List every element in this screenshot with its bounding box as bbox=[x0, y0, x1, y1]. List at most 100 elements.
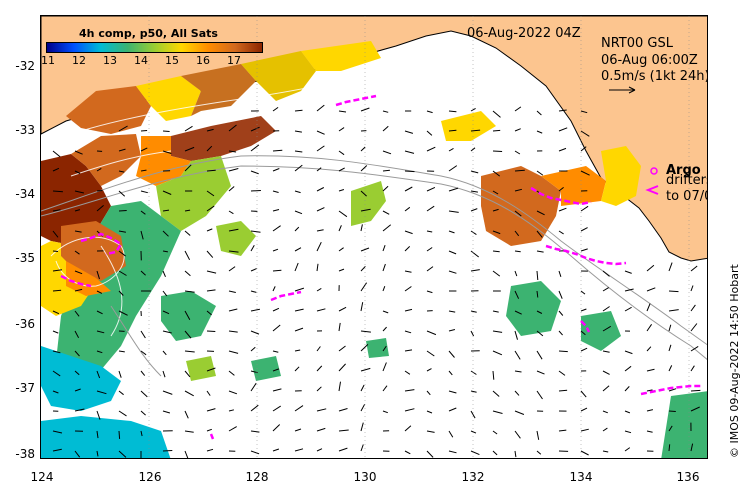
current-vector-arrow bbox=[580, 227, 588, 232]
current-vector-arrow bbox=[338, 306, 347, 312]
current-vector-arrow bbox=[404, 230, 413, 235]
drifter-track bbox=[640, 384, 701, 396]
current-vector-arrow bbox=[426, 130, 433, 136]
drifter-track bbox=[530, 186, 592, 206]
current-vector-arrow bbox=[426, 410, 433, 414]
current-vector-arrow bbox=[74, 209, 81, 212]
current-vector-arrow bbox=[360, 282, 368, 292]
current-vector-arrow bbox=[646, 303, 651, 312]
current-vector-arrow bbox=[316, 207, 325, 212]
current-vector-arrow bbox=[514, 270, 518, 277]
current-vector-arrow bbox=[228, 168, 239, 172]
current-vector-arrow bbox=[580, 330, 586, 336]
current-vector-arrow bbox=[162, 370, 166, 378]
current-vector-arrow bbox=[492, 170, 501, 177]
current-vector-arrow bbox=[690, 406, 700, 412]
current-vector-arrow bbox=[382, 245, 386, 252]
map-panel[interactable]: 4h comp, p50, All Sats 11 12 13 14 15 16… bbox=[40, 15, 708, 459]
current-vector-arrow bbox=[668, 262, 673, 272]
current-vector-arrow bbox=[382, 263, 386, 272]
current-vector-arrow bbox=[338, 210, 348, 218]
y-tick-label: -36 bbox=[15, 317, 35, 331]
drifter-track bbox=[580, 320, 591, 333]
current-vector-arrow bbox=[426, 430, 435, 433]
current-vector-arrow bbox=[250, 450, 260, 455]
current-vector-arrow bbox=[140, 410, 146, 416]
current-vector-arrow bbox=[448, 390, 457, 394]
x-tick-label: 134 bbox=[569, 470, 593, 484]
map-datetime: 06-Aug-2022 04Z bbox=[467, 26, 581, 41]
current-vector-arrow bbox=[52, 269, 63, 272]
current-vector-arrow bbox=[118, 170, 125, 173]
current-vector-arrow bbox=[228, 308, 238, 312]
current-vector-arrow bbox=[118, 270, 127, 276]
drifter-track bbox=[270, 290, 302, 302]
current-vector-arrow bbox=[514, 128, 521, 132]
current-vector-arrow bbox=[74, 230, 82, 233]
current-vector-arrow bbox=[426, 350, 435, 357]
current-vector-arrow bbox=[492, 330, 503, 333]
current-vector-arrow bbox=[382, 326, 387, 332]
current-vector-arrow bbox=[492, 110, 501, 118]
current-vector-arrow bbox=[140, 330, 146, 339]
current-vector-arrow bbox=[184, 164, 192, 172]
current-vector-arrow bbox=[448, 370, 453, 376]
current-vector-arrow bbox=[96, 310, 103, 315]
current-vector-arrow bbox=[272, 368, 280, 372]
current-vector-arrow bbox=[602, 287, 609, 292]
current-vector-arrow bbox=[668, 410, 676, 412]
current-vector-arrow bbox=[426, 110, 433, 114]
current-vector-arrow bbox=[558, 187, 564, 192]
current-vector-arrow bbox=[360, 146, 366, 152]
current-vector-arrow bbox=[162, 250, 168, 253]
current-vector-arrow bbox=[316, 130, 325, 135]
current-vector-arrow bbox=[580, 407, 588, 412]
current-vector-arrow bbox=[316, 187, 325, 192]
current-vector-arrow bbox=[118, 370, 122, 378]
current-vector-arrow bbox=[272, 248, 279, 252]
current-vector-arrow bbox=[162, 130, 170, 132]
current-vector-arrow bbox=[162, 410, 171, 414]
current-vector-arrow bbox=[624, 430, 632, 434]
current-vector-arrow bbox=[162, 290, 168, 297]
current-vector-arrow bbox=[492, 410, 503, 414]
current-vector-arrow bbox=[448, 329, 456, 332]
current-vector-arrow bbox=[338, 345, 346, 352]
x-tick-label: 130 bbox=[353, 470, 377, 484]
current-vector-arrow bbox=[470, 370, 477, 375]
current-vector-arrow bbox=[580, 290, 586, 295]
current-vector-arrow bbox=[602, 270, 610, 277]
current-vector-arrow bbox=[184, 310, 191, 320]
current-vector-arrow bbox=[96, 430, 99, 439]
current-vector-arrow bbox=[272, 388, 282, 392]
argo-label: Argo bbox=[666, 163, 701, 178]
current-vector-arrow bbox=[448, 230, 455, 234]
current-vector-arrow bbox=[470, 230, 477, 236]
current-vector-arrow bbox=[382, 169, 390, 172]
current-vector-arrow bbox=[668, 388, 677, 392]
current-vector-arrow bbox=[338, 429, 349, 432]
current-vector-arrow bbox=[690, 389, 701, 392]
current-vector-arrow bbox=[426, 330, 437, 336]
current-vector-arrow bbox=[448, 407, 457, 412]
current-vector-arrow bbox=[558, 330, 563, 336]
current-vector-arrow bbox=[206, 310, 212, 316]
current-vector-arrow bbox=[184, 270, 191, 277]
current-vector-arrow bbox=[470, 430, 477, 434]
current-vector-arrow bbox=[382, 210, 390, 215]
current-vector-arrow bbox=[360, 367, 371, 372]
current-vector-arrow bbox=[206, 408, 216, 412]
current-vector-arrow bbox=[624, 306, 632, 312]
current-vector-arrow bbox=[206, 228, 213, 232]
current-vector-arrow bbox=[52, 330, 59, 334]
x-tick-label: 126 bbox=[138, 470, 162, 484]
current-vector-arrow bbox=[272, 149, 283, 152]
current-vector-arrow bbox=[338, 247, 344, 252]
current-vector-arrow bbox=[404, 370, 411, 375]
current-vector-arrow bbox=[294, 130, 302, 133]
current-vector-arrow bbox=[580, 146, 587, 152]
y-tick-label: -38 bbox=[15, 447, 35, 461]
sst-map bbox=[41, 16, 707, 458]
current-vector-arrow bbox=[118, 410, 127, 417]
y-tick-label: -37 bbox=[15, 381, 35, 395]
